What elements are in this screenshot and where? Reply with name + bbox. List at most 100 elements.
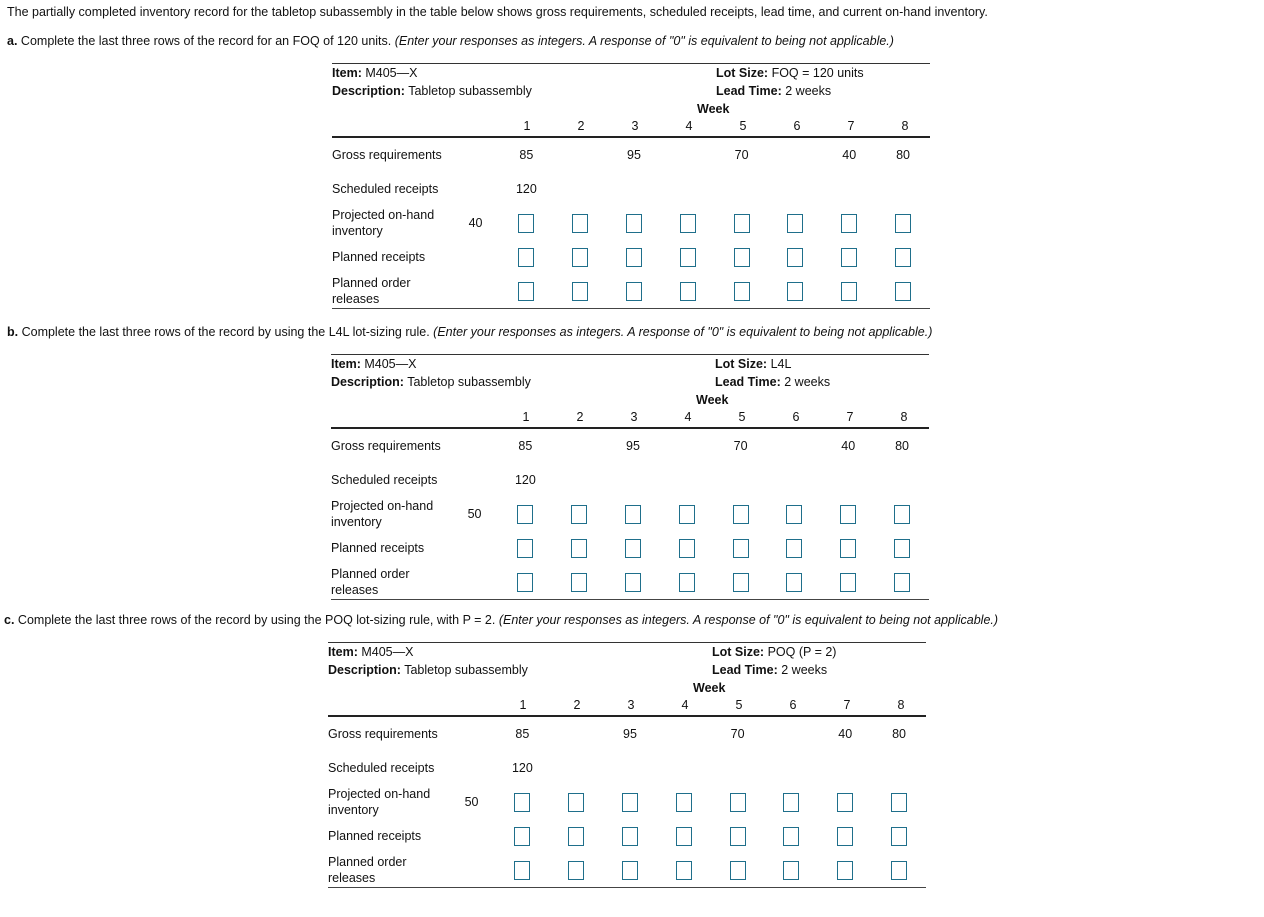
answer-input[interactable]	[786, 504, 803, 524]
week-cell	[553, 213, 607, 233]
week-cell	[657, 860, 711, 880]
answer-input[interactable]	[571, 504, 588, 524]
initial-on-hand: 50	[464, 795, 479, 809]
answer-input[interactable]	[895, 281, 912, 301]
week-number: 6	[789, 698, 797, 712]
week-number: 4	[684, 410, 692, 424]
answer-input[interactable]	[787, 247, 804, 267]
answer-input[interactable]	[841, 281, 858, 301]
part-label: a.	[7, 34, 18, 48]
answer-input[interactable]	[678, 538, 695, 558]
part-instruction-line: a. Complete the last three rows of the r…	[7, 34, 894, 48]
answer-input[interactable]	[729, 860, 746, 880]
answer-input[interactable]	[679, 213, 696, 233]
answer-input[interactable]	[783, 860, 800, 880]
answer-input[interactable]	[626, 281, 642, 301]
week-cell	[661, 213, 715, 233]
answer-input[interactable]	[837, 826, 854, 846]
answer-input[interactable]	[733, 281, 750, 301]
answer-input[interactable]	[732, 572, 749, 592]
week-number: 3	[630, 410, 638, 424]
answer-input[interactable]	[732, 538, 749, 558]
answer-input[interactable]	[572, 281, 589, 301]
answer-input[interactable]	[626, 247, 642, 267]
answer-input[interactable]	[571, 538, 588, 558]
week-cell	[821, 538, 875, 558]
week-cell	[549, 792, 603, 812]
answer-input[interactable]	[732, 504, 749, 524]
item-value: M405—X	[364, 357, 417, 371]
answer-input[interactable]	[571, 572, 588, 592]
answer-input[interactable]	[679, 247, 696, 267]
answer-input[interactable]	[626, 213, 642, 233]
answer-input[interactable]	[841, 213, 858, 233]
answer-input[interactable]	[518, 213, 535, 233]
initial-cell: 40	[452, 216, 500, 230]
cell-value: 40	[842, 148, 857, 162]
answer-input[interactable]	[675, 792, 692, 812]
answer-input[interactable]	[729, 826, 746, 846]
week-cell: 80	[875, 439, 929, 453]
answer-input[interactable]	[733, 213, 750, 233]
answer-input[interactable]	[787, 281, 804, 301]
answer-input[interactable]	[895, 247, 912, 267]
answer-input[interactable]	[733, 247, 750, 267]
week-cell: 80	[872, 727, 926, 741]
answer-input[interactable]	[517, 572, 534, 592]
answer-input[interactable]	[783, 826, 800, 846]
answer-input[interactable]	[675, 860, 692, 880]
answer-input[interactable]	[895, 213, 912, 233]
week-number: 6	[793, 119, 801, 133]
answer-input[interactable]	[568, 826, 585, 846]
answer-input[interactable]	[622, 860, 638, 880]
week-cell: 95	[603, 727, 657, 741]
answer-input[interactable]	[625, 538, 641, 558]
answer-input[interactable]	[894, 538, 911, 558]
answer-input[interactable]	[514, 792, 531, 812]
answer-input[interactable]	[625, 572, 641, 592]
cell-value: 70	[734, 148, 749, 162]
answer-input[interactable]	[622, 792, 638, 812]
answer-input[interactable]	[572, 213, 589, 233]
answer-input[interactable]	[787, 213, 804, 233]
answer-input[interactable]	[679, 281, 696, 301]
answer-input[interactable]	[517, 538, 534, 558]
answer-input[interactable]	[840, 572, 857, 592]
answer-input[interactable]	[568, 860, 585, 880]
answer-input[interactable]	[622, 826, 638, 846]
answer-input[interactable]	[568, 792, 585, 812]
lot-size-value: L4L	[770, 357, 792, 371]
answer-input[interactable]	[678, 504, 695, 524]
answer-input[interactable]	[518, 281, 535, 301]
answer-input[interactable]	[518, 247, 535, 267]
row-label: Gross requirements	[332, 148, 442, 162]
record-row: Scheduled receipts 120	[331, 463, 929, 497]
week-cell	[552, 538, 606, 558]
answer-input[interactable]	[514, 826, 531, 846]
answer-input[interactable]	[891, 792, 908, 812]
record-row: Projected on-hand inventory 50	[328, 785, 926, 819]
answer-input[interactable]	[517, 504, 534, 524]
answer-input[interactable]	[840, 504, 857, 524]
answer-input[interactable]	[625, 504, 641, 524]
answer-input[interactable]	[786, 538, 803, 558]
answer-input[interactable]	[786, 572, 803, 592]
answer-input[interactable]	[840, 538, 857, 558]
answer-input[interactable]	[572, 247, 589, 267]
description: Description: Tabletop subassembly	[331, 375, 531, 389]
answer-input[interactable]	[837, 792, 854, 812]
answer-input[interactable]	[783, 792, 800, 812]
answer-input[interactable]	[837, 860, 854, 880]
record-row: Planned receipts	[328, 819, 926, 853]
answer-input[interactable]	[891, 826, 908, 846]
record-row: Planned order releases	[332, 274, 930, 308]
answer-input[interactable]	[675, 826, 692, 846]
answer-input[interactable]	[729, 792, 746, 812]
answer-input[interactable]	[678, 572, 695, 592]
answer-input[interactable]	[894, 572, 911, 592]
answer-input[interactable]	[514, 860, 531, 880]
answer-input[interactable]	[841, 247, 858, 267]
answer-input[interactable]	[891, 860, 908, 880]
answer-input[interactable]	[894, 504, 911, 524]
